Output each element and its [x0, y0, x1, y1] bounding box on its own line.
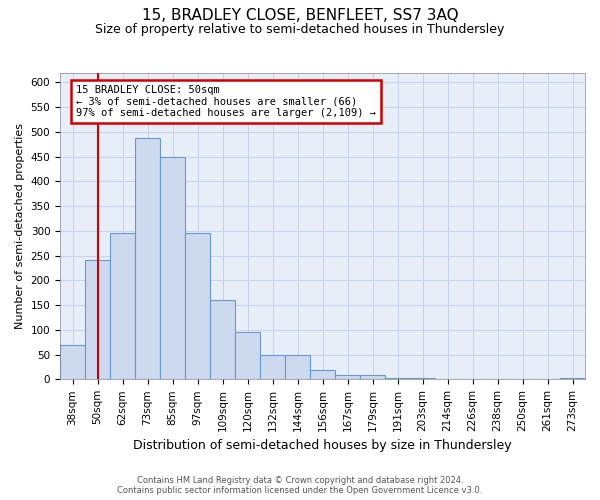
Text: Size of property relative to semi-detached houses in Thundersley: Size of property relative to semi-detach… — [95, 22, 505, 36]
Bar — [210, 300, 235, 380]
Bar — [260, 354, 285, 380]
Bar — [60, 344, 85, 380]
Bar — [85, 260, 110, 380]
Bar — [385, 378, 410, 380]
Bar — [285, 354, 310, 380]
Bar — [335, 376, 360, 380]
Bar — [235, 332, 260, 380]
Text: 15, BRADLEY CLOSE, BENFLEET, SS7 3AQ: 15, BRADLEY CLOSE, BENFLEET, SS7 3AQ — [142, 8, 458, 22]
Bar — [560, 378, 585, 380]
Bar — [110, 233, 135, 380]
Bar — [410, 378, 435, 380]
Bar — [160, 157, 185, 380]
X-axis label: Distribution of semi-detached houses by size in Thundersley: Distribution of semi-detached houses by … — [133, 440, 512, 452]
Bar — [310, 370, 335, 380]
Y-axis label: Number of semi-detached properties: Number of semi-detached properties — [15, 123, 25, 329]
Bar — [135, 138, 160, 380]
Text: Contains HM Land Registry data © Crown copyright and database right 2024.
Contai: Contains HM Land Registry data © Crown c… — [118, 476, 482, 495]
Bar — [185, 233, 210, 380]
Bar — [360, 376, 385, 380]
Text: 15 BRADLEY CLOSE: 50sqm
← 3% of semi-detached houses are smaller (66)
97% of sem: 15 BRADLEY CLOSE: 50sqm ← 3% of semi-det… — [76, 85, 376, 118]
